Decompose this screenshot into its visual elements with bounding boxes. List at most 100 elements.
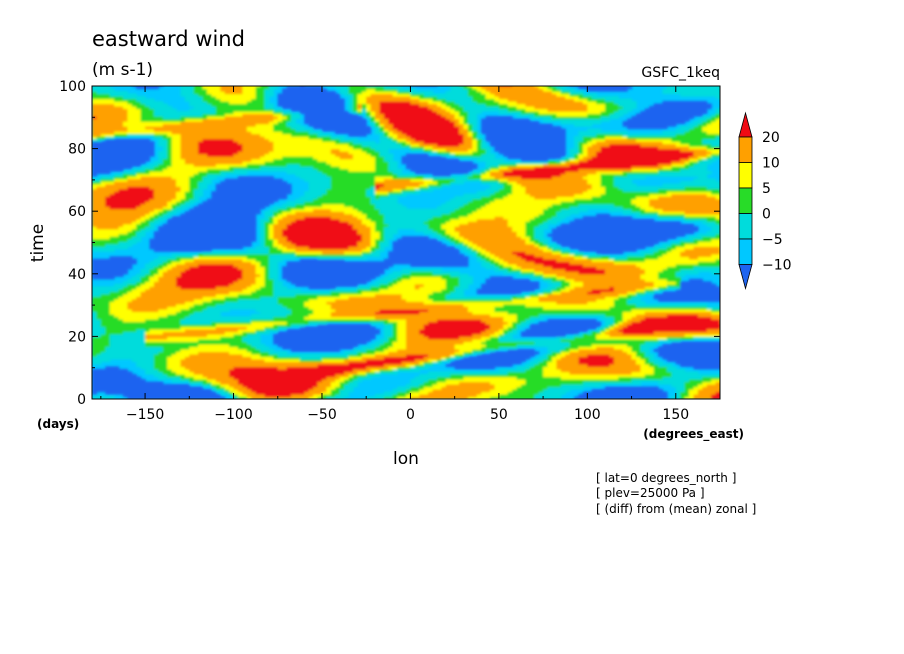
field-cell xyxy=(180,93,199,97)
field-cell xyxy=(706,193,720,197)
field-cell xyxy=(578,361,615,365)
field-cell xyxy=(450,374,544,378)
field-cell xyxy=(277,208,292,212)
field-cell xyxy=(596,346,615,350)
field-cell xyxy=(450,86,465,90)
field-cell xyxy=(596,266,641,270)
field-cell xyxy=(410,96,420,100)
field-cell xyxy=(401,361,420,365)
field-cell xyxy=(689,379,712,383)
field-cell xyxy=(485,278,531,282)
field-cell xyxy=(242,113,274,117)
field-cell xyxy=(92,128,128,132)
field-cell xyxy=(184,366,235,370)
field-cell xyxy=(618,186,686,190)
field-cell xyxy=(251,356,274,360)
field-cell xyxy=(693,126,703,130)
field-cell xyxy=(105,243,133,247)
field-cell xyxy=(224,296,261,300)
field-cell xyxy=(720,231,725,234)
field-cell xyxy=(136,363,155,367)
field-cell xyxy=(158,143,168,147)
field-cell xyxy=(304,178,332,182)
field-cell xyxy=(308,286,336,290)
field-cell xyxy=(529,366,544,370)
field-cell xyxy=(397,128,460,132)
field-cell xyxy=(105,348,164,352)
field-cell xyxy=(481,346,500,350)
field-cell xyxy=(136,223,151,227)
field-cell xyxy=(680,391,690,395)
field-cell xyxy=(215,326,248,330)
field-cell xyxy=(574,146,580,150)
field-cell xyxy=(485,163,500,167)
field-cell xyxy=(653,361,664,365)
field-cell xyxy=(242,86,257,90)
field-cell xyxy=(476,243,535,247)
field-cell xyxy=(432,291,451,295)
field-cell xyxy=(131,168,146,172)
field-cell xyxy=(467,201,491,205)
field-cell xyxy=(322,356,350,360)
field-cell xyxy=(605,313,624,317)
field-cell xyxy=(494,308,633,312)
field-cell xyxy=(140,278,150,282)
field-cell xyxy=(313,386,327,390)
field-cell xyxy=(680,253,712,257)
field-cell xyxy=(92,113,128,117)
field-cell xyxy=(574,253,584,257)
field-cell xyxy=(565,286,575,290)
field-cell xyxy=(392,343,407,347)
colorbar-label: −10 xyxy=(762,258,792,274)
field-cell xyxy=(680,394,690,398)
field-cell xyxy=(339,389,354,393)
field-cell xyxy=(268,86,279,90)
field-cell xyxy=(348,353,363,357)
field-cell xyxy=(534,394,562,398)
field-cell xyxy=(658,276,681,280)
field-cell xyxy=(476,394,500,398)
field-cell xyxy=(587,141,597,145)
field-cell xyxy=(684,163,694,167)
field-cell xyxy=(476,191,496,195)
field-cell xyxy=(299,358,323,362)
field-cell xyxy=(547,108,588,112)
field-cell xyxy=(326,376,341,380)
field-cell xyxy=(653,348,720,352)
field-cell xyxy=(551,176,584,180)
field-cell xyxy=(649,248,659,252)
field-cell xyxy=(282,268,385,272)
field-cell xyxy=(366,106,372,110)
field-cell xyxy=(100,178,115,182)
field-cell xyxy=(131,358,155,362)
field-cell xyxy=(255,266,265,270)
field-cell xyxy=(344,386,354,390)
field-cell xyxy=(264,278,274,282)
field-cell xyxy=(357,286,372,290)
field-cell xyxy=(711,191,720,195)
field-cell xyxy=(711,226,720,230)
field-cell xyxy=(383,236,394,240)
field-cell xyxy=(131,221,142,225)
field-cell xyxy=(569,348,579,352)
field-cell xyxy=(666,86,720,90)
field-cell xyxy=(379,186,407,190)
field-cell xyxy=(720,189,725,192)
field-cell xyxy=(485,138,566,142)
field-cell xyxy=(498,188,513,192)
field-cell xyxy=(401,188,416,192)
field-cell xyxy=(498,256,522,260)
field-cell xyxy=(627,173,708,177)
field-cell xyxy=(370,121,376,125)
field-cell xyxy=(720,274,725,277)
field-cell xyxy=(352,156,376,160)
field-cell xyxy=(666,251,681,255)
field-cell xyxy=(153,213,164,217)
field-cell xyxy=(198,93,212,97)
field-cell xyxy=(176,281,235,285)
field-cell xyxy=(463,193,491,197)
field-cell xyxy=(388,281,398,285)
field-cell xyxy=(525,251,553,255)
field-cell xyxy=(229,283,252,287)
field-cell xyxy=(92,361,102,365)
